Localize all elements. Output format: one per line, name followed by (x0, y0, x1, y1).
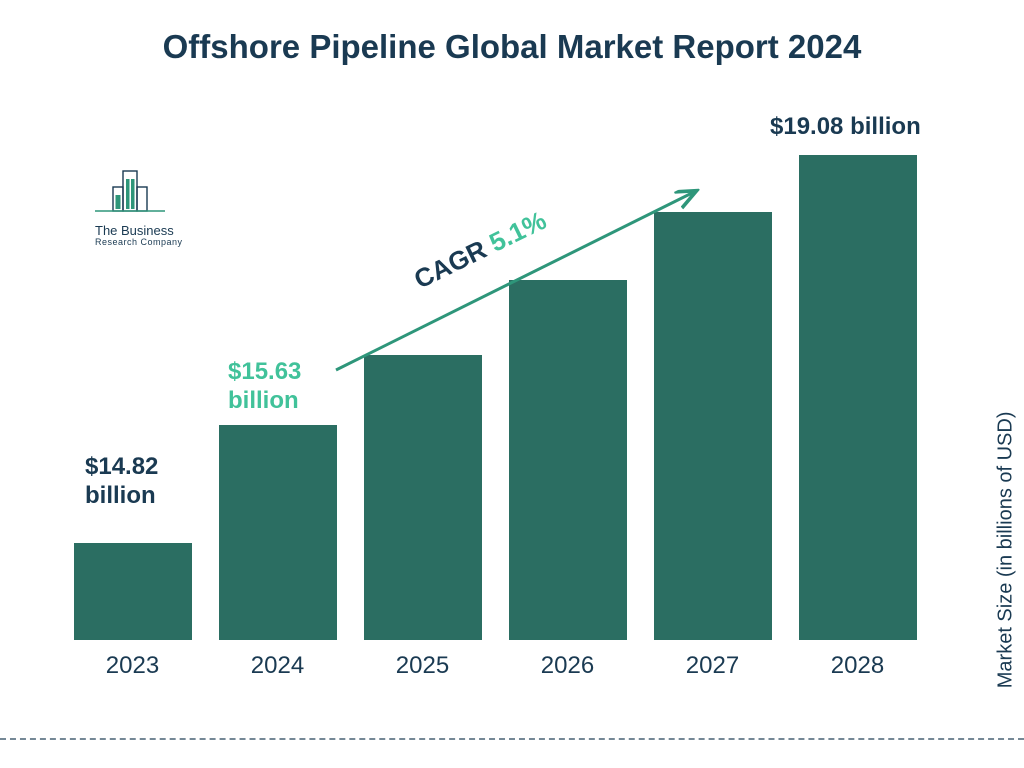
x-label: 2026 (503, 652, 633, 680)
y-axis-label: Market Size (in billions of USD) (995, 412, 1018, 689)
bar (799, 155, 917, 640)
x-label: 2028 (793, 652, 923, 680)
chart-title: Offshore Pipeline Global Market Report 2… (0, 28, 1024, 66)
bar (364, 355, 482, 640)
bar (219, 425, 337, 640)
x-label: 2024 (213, 652, 343, 680)
footer-divider (0, 738, 1024, 740)
x-label: 2023 (68, 652, 198, 680)
bars-container (60, 150, 930, 640)
bar-2023 (68, 543, 198, 640)
bar-2025 (358, 355, 488, 640)
data-label-2024: $15.63billion (228, 358, 301, 416)
bar (74, 543, 192, 640)
data-label-2028: $19.08 billion (770, 113, 921, 142)
bar-2027 (648, 212, 778, 640)
bar-2026 (503, 280, 633, 640)
data-label-2023: $14.82billion (85, 453, 158, 511)
bar-2028 (793, 155, 923, 640)
bar (509, 280, 627, 640)
x-label: 2025 (358, 652, 488, 680)
bar (654, 212, 772, 640)
bar-2024 (213, 425, 343, 640)
x-axis-labels: 2023 2024 2025 2026 2027 2028 (60, 652, 930, 680)
x-label: 2027 (648, 652, 778, 680)
